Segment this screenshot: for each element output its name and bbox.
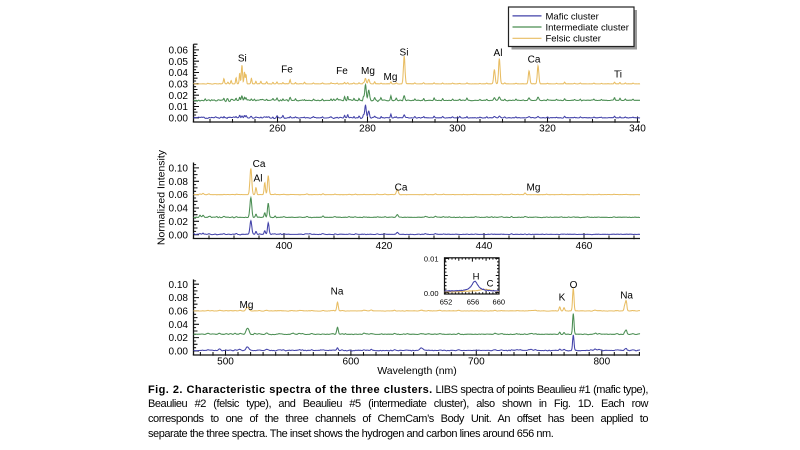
svg-text:0.03: 0.03 [169, 79, 189, 90]
svg-text:Mg: Mg [527, 183, 541, 194]
svg-text:Al: Al [254, 174, 263, 185]
svg-text:0.00: 0.00 [169, 113, 189, 124]
svg-text:Ti: Ti [614, 70, 622, 81]
svg-text:Mg: Mg [384, 72, 398, 83]
svg-text:0.00: 0.00 [169, 347, 189, 358]
svg-text:Fe: Fe [336, 66, 348, 77]
svg-text:H: H [473, 272, 480, 283]
svg-text:0.08: 0.08 [169, 293, 189, 304]
svg-text:Intermediate cluster: Intermediate cluster [546, 22, 629, 33]
svg-text:652: 652 [440, 297, 453, 306]
svg-text:Fe: Fe [281, 65, 293, 76]
svg-text:0.01: 0.01 [169, 102, 189, 113]
svg-text:320: 320 [539, 124, 556, 135]
svg-text:656: 656 [467, 297, 480, 306]
svg-text:0.00: 0.00 [424, 289, 439, 298]
svg-text:0.02: 0.02 [169, 91, 189, 102]
svg-text:420: 420 [376, 241, 393, 252]
svg-text:Wavelength (nm): Wavelength (nm) [377, 365, 457, 377]
svg-text:0.04: 0.04 [169, 68, 189, 79]
svg-text:Na: Na [331, 287, 344, 298]
svg-text:0.00: 0.00 [169, 230, 189, 241]
svg-text:Ca: Ca [528, 54, 541, 65]
svg-text:Ca: Ca [395, 183, 408, 194]
svg-text:400: 400 [276, 241, 293, 252]
svg-text:800: 800 [593, 356, 610, 367]
svg-text:460: 460 [576, 241, 593, 252]
svg-text:0.06: 0.06 [169, 307, 189, 318]
svg-text:0.06: 0.06 [169, 46, 189, 57]
svg-text:0.02: 0.02 [169, 217, 189, 228]
svg-text:260: 260 [269, 124, 286, 135]
svg-text:440: 440 [476, 241, 493, 252]
svg-text:300: 300 [449, 124, 466, 135]
svg-text:Al: Al [494, 48, 503, 59]
svg-text:Normalized Intensity: Normalized Intensity [156, 149, 168, 245]
svg-text:0.04: 0.04 [169, 320, 189, 331]
svg-text:0.08: 0.08 [169, 177, 189, 188]
svg-text:K: K [559, 293, 566, 304]
svg-text:Si: Si [400, 47, 409, 58]
svg-text:500: 500 [217, 356, 234, 367]
svg-text:700: 700 [468, 356, 485, 367]
svg-text:600: 600 [343, 356, 360, 367]
svg-text:340: 340 [629, 124, 646, 135]
svg-text:0.10: 0.10 [169, 280, 189, 291]
svg-text:660: 660 [493, 297, 506, 306]
svg-text:Felsic cluster: Felsic cluster [546, 34, 601, 45]
svg-text:Mg: Mg [240, 300, 254, 311]
svg-text:C: C [487, 279, 494, 290]
svg-text:Mg: Mg [361, 66, 375, 77]
svg-text:O: O [570, 280, 578, 291]
svg-text:Na: Na [620, 291, 633, 302]
svg-text:0.06: 0.06 [169, 190, 189, 201]
svg-text:0.04: 0.04 [169, 204, 189, 215]
svg-text:Si: Si [238, 54, 247, 65]
svg-text:Mafic cluster: Mafic cluster [546, 11, 599, 22]
svg-text:0.10: 0.10 [169, 164, 189, 175]
svg-text:0.02: 0.02 [169, 333, 189, 344]
svg-text:0.05: 0.05 [169, 57, 189, 68]
svg-text:0.01: 0.01 [424, 255, 439, 264]
svg-text:Ca: Ca [253, 159, 266, 170]
svg-text:280: 280 [359, 124, 376, 135]
